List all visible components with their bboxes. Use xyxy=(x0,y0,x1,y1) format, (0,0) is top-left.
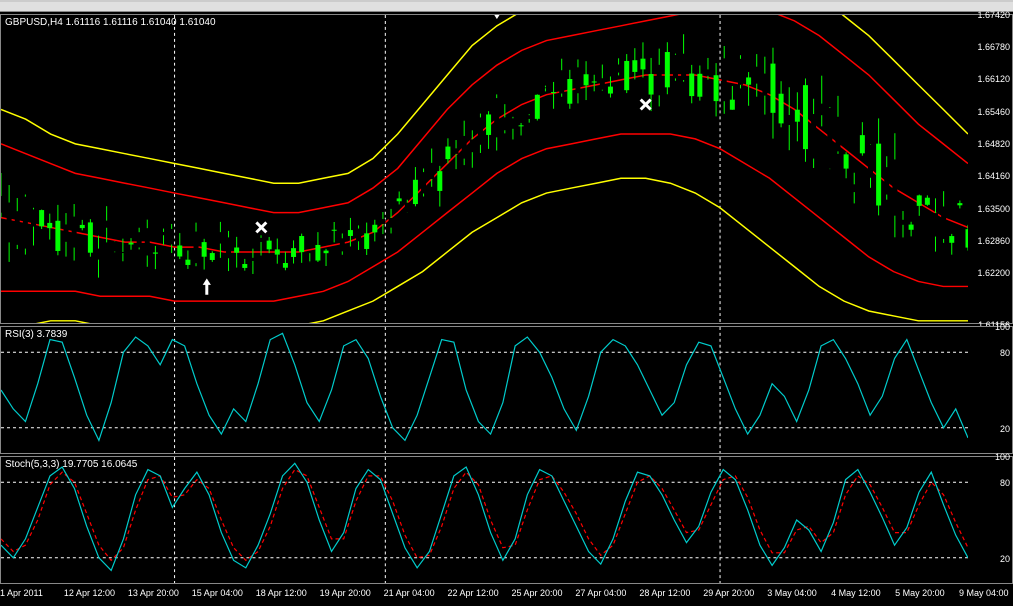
symbol-label: GBPUSD,H4 1.61116 1.61116 1.61040 1.6104… xyxy=(5,17,216,28)
rsi-panel[interactable]: RSI(3) 3.7839 2080100 xyxy=(0,326,1013,454)
main-price-panel[interactable]: GBPUSD,H4 1.61116 1.61116 1.61040 1.6104… xyxy=(0,14,1013,324)
rsi-y-axis: 2080100 xyxy=(968,327,1012,453)
x-axis: 1 Apr 201112 Apr 12:0013 Apr 20:0015 Apr… xyxy=(0,586,973,606)
main-chart-area[interactable] xyxy=(1,15,968,323)
stoch-svg xyxy=(1,457,968,583)
stoch-label: Stoch(5,3,3) 19.7705 16.0645 xyxy=(5,459,137,470)
rsi-chart-area[interactable] xyxy=(1,327,968,453)
main-y-axis: 1.611561.622001.628601.635001.641601.648… xyxy=(968,15,1012,323)
rsi-label: RSI(3) 3.7839 xyxy=(5,329,67,340)
stoch-chart-area[interactable] xyxy=(1,457,968,583)
rsi-svg xyxy=(1,327,968,453)
stoch-y-axis: 2080100 xyxy=(968,457,1012,583)
main-svg xyxy=(1,15,968,323)
chart-container: GBPUSD,H4 1.61116 1.61116 1.61040 1.6104… xyxy=(0,0,1013,606)
toolbar xyxy=(0,2,1013,12)
stoch-panel[interactable]: Stoch(5,3,3) 19.7705 16.0645 2080100 xyxy=(0,456,1013,584)
